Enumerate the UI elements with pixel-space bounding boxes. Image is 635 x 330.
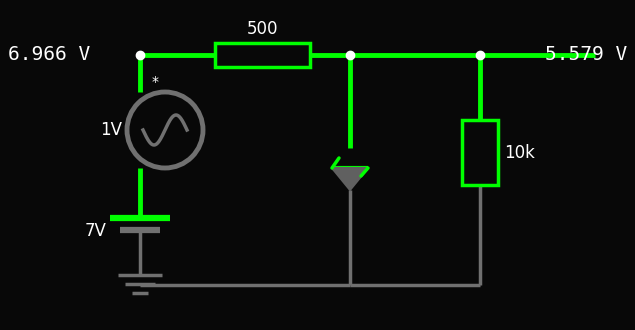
- Bar: [462, 120, 498, 185]
- Bar: [215, 43, 310, 67]
- Text: 7V: 7V: [84, 222, 106, 240]
- Circle shape: [127, 92, 203, 168]
- Polygon shape: [332, 168, 368, 190]
- Text: 1V: 1V: [100, 121, 122, 139]
- Text: 500: 500: [247, 20, 278, 38]
- Text: *: *: [152, 75, 159, 89]
- Text: 6.966 V: 6.966 V: [8, 46, 90, 64]
- Text: 5.579 V: 5.579 V: [545, 46, 627, 64]
- Text: 10k: 10k: [504, 144, 535, 161]
